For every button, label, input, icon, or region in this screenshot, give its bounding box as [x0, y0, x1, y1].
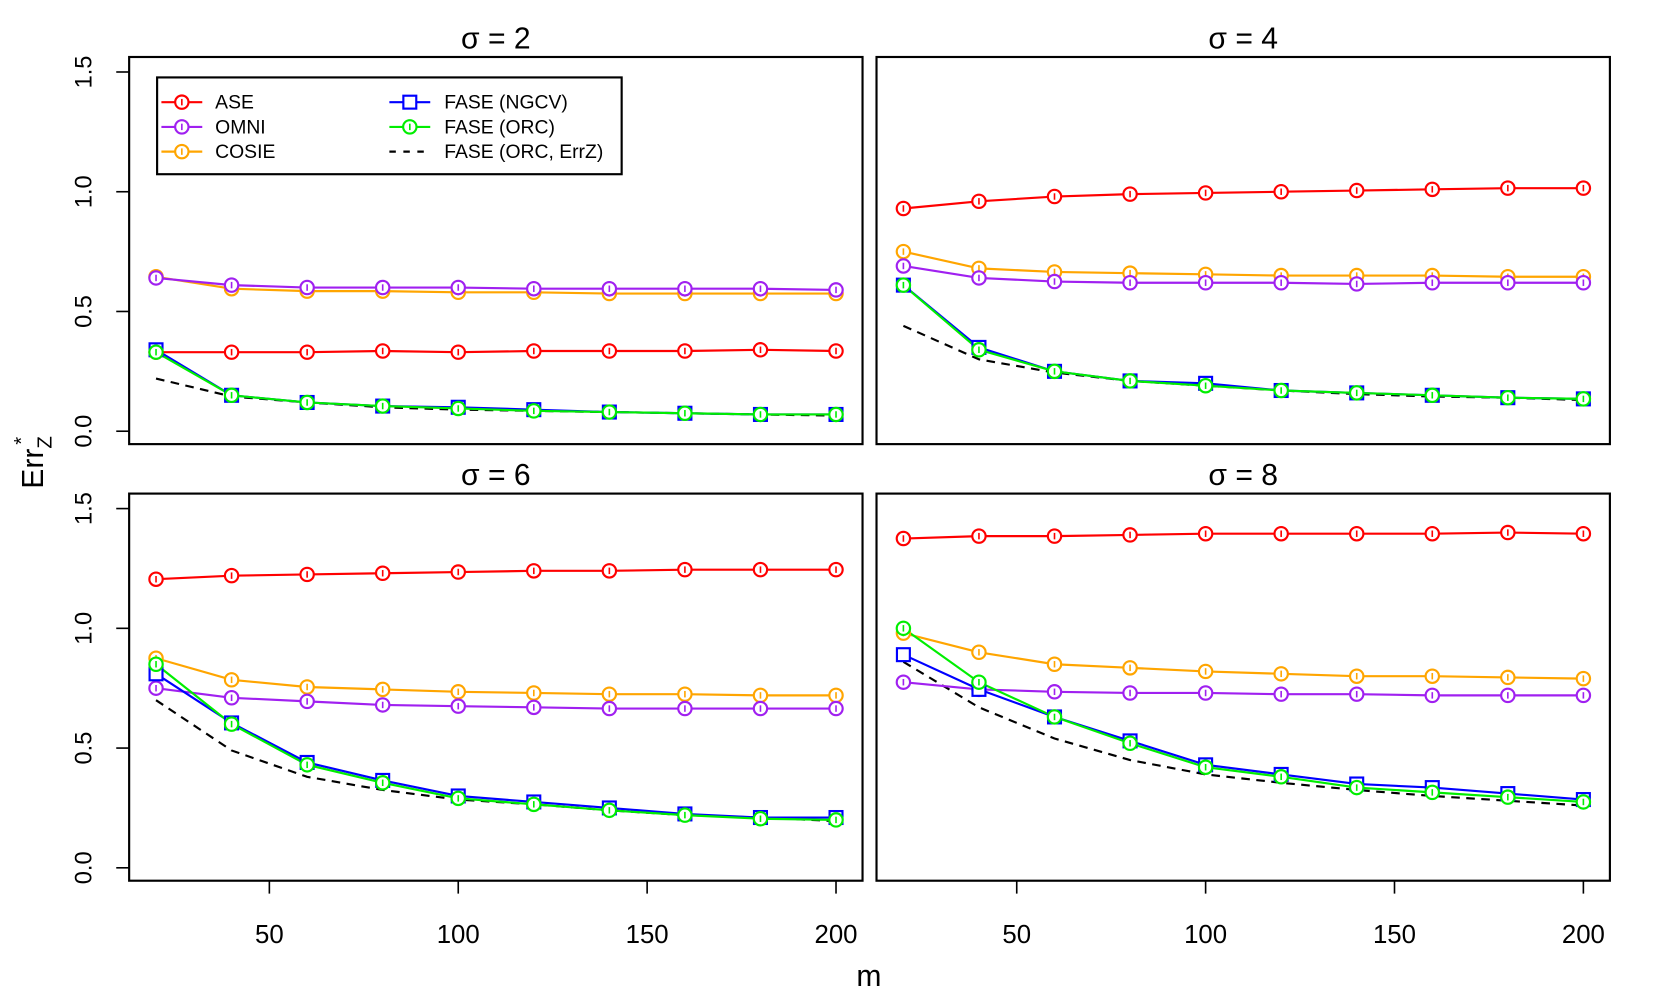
panel-frame [128, 492, 864, 882]
legend-label: FASE (NGCV) [444, 92, 568, 114]
series-line-omni [903, 264, 1584, 286]
y-tick-label: 0.5 [72, 295, 98, 328]
series-line-fase-orc- [902, 284, 1584, 400]
series-line-omni [155, 276, 837, 291]
y-axis-label: ErrZ* [11, 436, 57, 489]
series-line-cosie [903, 250, 1584, 278]
series-line-cosie [903, 632, 1584, 680]
series-line-cosie [155, 657, 837, 697]
legend-label: COSIE [215, 141, 275, 163]
x-tick-label: 100 [1184, 921, 1227, 949]
legend-label: OMNI [215, 116, 266, 138]
series-line-fase-ngcv- [155, 348, 837, 416]
panel-frame [875, 492, 1611, 882]
x-tick-label: 200 [814, 921, 857, 949]
x-tick-label: 200 [1562, 921, 1605, 949]
y-tick-label: 1.0 [72, 175, 98, 208]
series-line-ase [903, 187, 1584, 210]
series-line-ase [903, 531, 1584, 540]
panel-frame [128, 55, 864, 446]
legend-marker [402, 94, 418, 110]
series-line-ase [156, 348, 837, 354]
y-tick-label: 0.0 [72, 851, 98, 884]
series-line-fase-orc-errz- [155, 699, 837, 823]
y-tick-label: 1.5 [72, 56, 98, 89]
y-tick-label: 1.0 [72, 612, 98, 645]
legend-frame [156, 76, 623, 176]
series-line-cosie [155, 275, 837, 295]
panel-3: σ = 6 0.0 0.5 1.0 1.5 50 100 150 200 [72, 459, 864, 949]
panel-4: σ = 8 50 100 150 200 [875, 459, 1611, 949]
series-line-fase-ngcv- [902, 653, 1584, 801]
x-tick-label: 150 [626, 921, 669, 949]
legend-label: ASE [215, 92, 254, 114]
legend-label: FASE (ORC) [444, 116, 555, 138]
series-line-fase-orc- [155, 351, 837, 416]
y-tick-label: 0.5 [72, 732, 98, 765]
x-tick-label: 150 [1373, 921, 1416, 949]
y-tick-label: 1.5 [72, 492, 98, 525]
panel-title: σ = 8 [1208, 459, 1278, 492]
series-line-omni [155, 687, 837, 710]
data-point [895, 647, 911, 663]
series-line-fase-orc-errz- [902, 660, 1584, 807]
series-line-fase-orc- [155, 663, 837, 821]
series-line-fase-ngcv- [155, 672, 837, 819]
x-tick-label: 100 [437, 921, 480, 949]
panel-title: σ = 2 [461, 22, 531, 55]
series-line-fase-orc- [902, 627, 1584, 804]
series-line-fase-ngcv- [902, 284, 1584, 400]
y-tick-label: 0.0 [72, 415, 98, 448]
legend-label: FASE (ORC, ErrZ) [444, 141, 603, 163]
panel-title: σ = 6 [461, 459, 531, 492]
x-axis-label: m [856, 960, 881, 993]
series-line-ase [155, 568, 837, 581]
series-line-omni [903, 681, 1584, 697]
panel-title: σ = 4 [1208, 22, 1278, 55]
panel-2: σ = 4 [875, 22, 1611, 446]
x-tick-label: 50 [255, 921, 284, 949]
x-tick-label: 50 [1002, 921, 1031, 949]
panel-frame [875, 55, 1611, 446]
